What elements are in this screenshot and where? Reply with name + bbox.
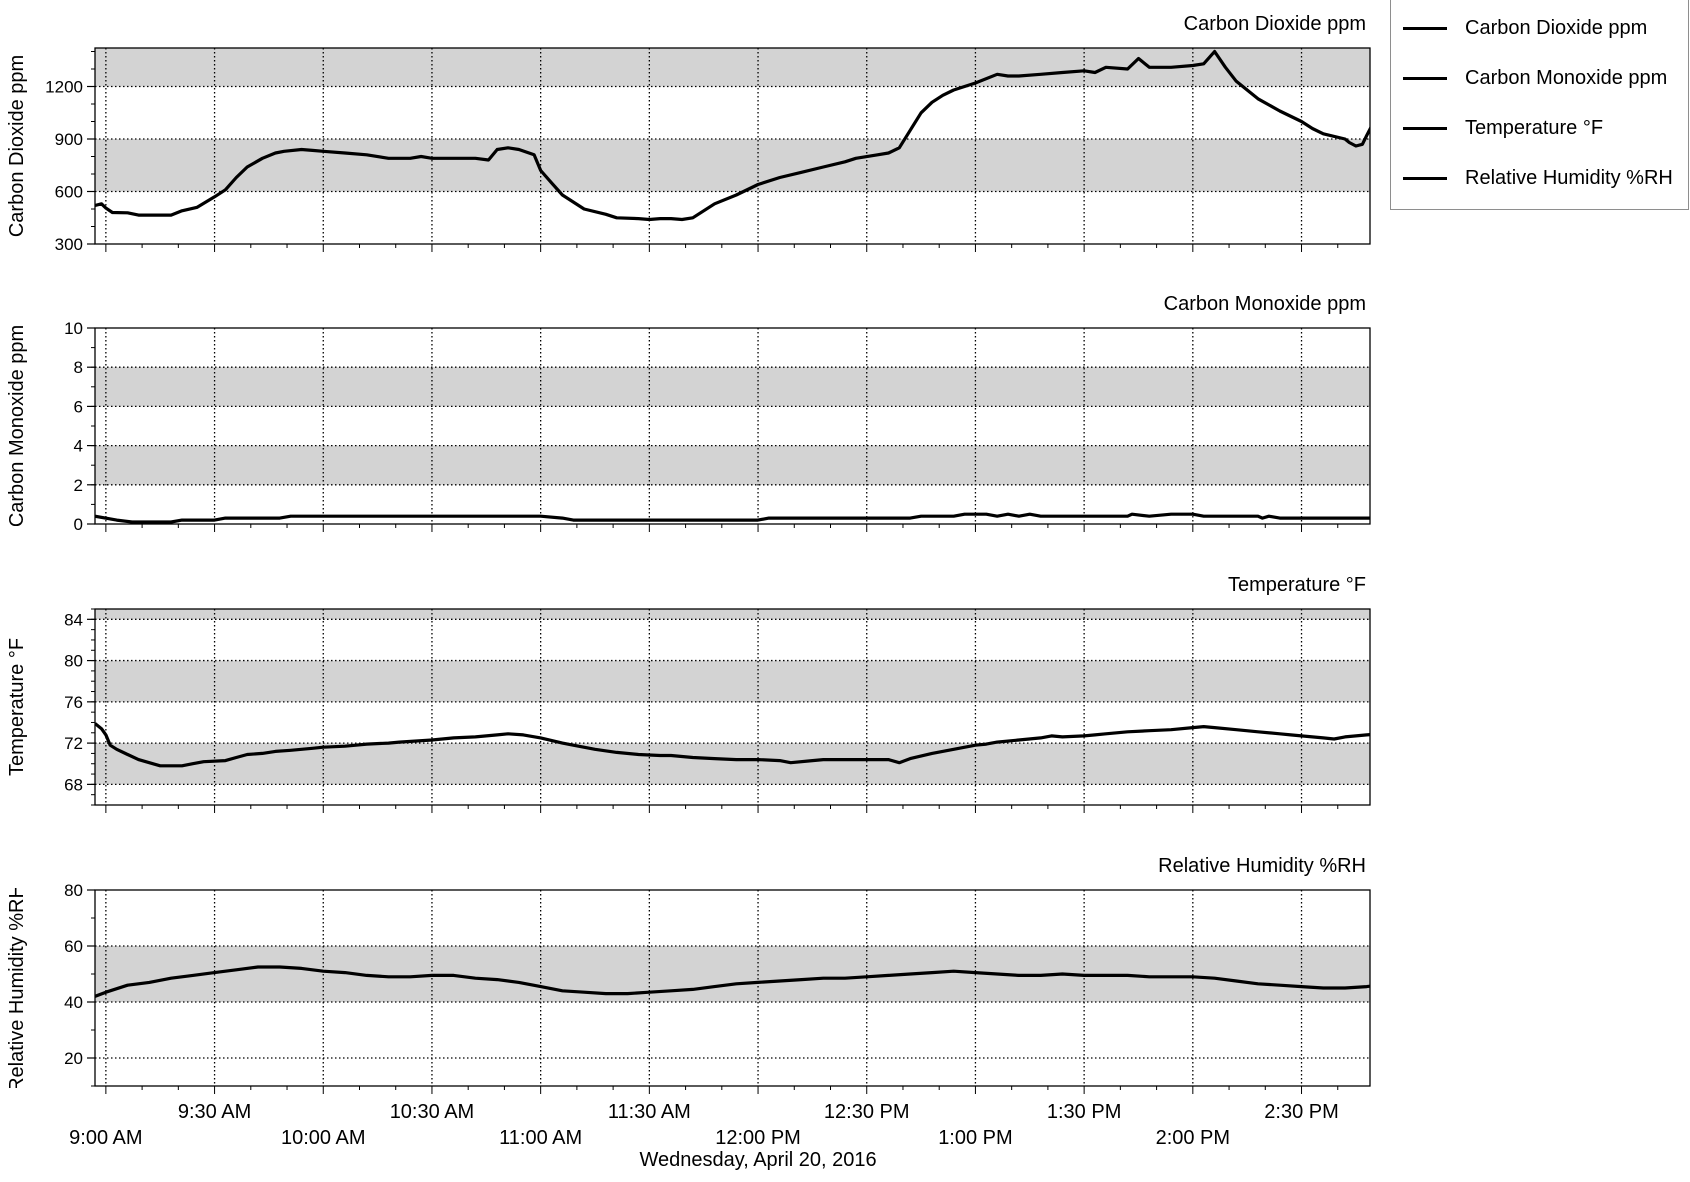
y-tick-label-temp-4: 84 [64, 610, 83, 629]
band-co-1 [95, 367, 1370, 407]
y-tick-label-co-2: 4 [74, 437, 83, 456]
y-axis-label-group-rh: Relative Humidity %RH [6, 884, 28, 1092]
y-tick-label-rh-0: 20 [64, 1049, 83, 1068]
panel-title-co2: Carbon Dioxide ppm [1184, 13, 1366, 35]
x-tick-label-bottom-3: 12:00 PM [715, 1127, 801, 1149]
y-tick-label-co-3: 6 [74, 397, 83, 416]
y-axis-label-temp: Temperature °F [6, 638, 28, 776]
x-axis-date-label: Wednesday, April 20, 2016 [639, 1149, 876, 1171]
panel-title-co: Carbon Monoxide ppm [1164, 293, 1366, 315]
y-tick-label-rh-2: 60 [64, 937, 83, 956]
legend-label-co: Carbon Monoxide ppm [1465, 66, 1668, 89]
y-tick-label-temp-3: 80 [64, 652, 83, 671]
legend: Carbon Dioxide ppm Carbon Monoxide ppm T… [1390, 0, 1689, 210]
band-co-0 [95, 445, 1370, 485]
legend-swatch-temp [1403, 126, 1447, 130]
panel-temp: 68 72 76 80 84 Temperature °F Temperature °F [6, 574, 1371, 813]
series-line-co [95, 512, 1370, 524]
y-axis-label-group-co2: Carbon Dioxide ppm [6, 55, 28, 237]
x-tick-label-bottom-5: 2:00 PM [1156, 1127, 1230, 1149]
y-axis-label-co: Carbon Monoxide ppm [6, 325, 28, 527]
legend-label-rh: Relative Humidity %RH [1465, 166, 1673, 189]
legend-item-temp: Temperature °F [1403, 113, 1603, 143]
legend-swatch-co [1403, 76, 1447, 80]
y-axis-label-group-co: Carbon Monoxide ppm [6, 325, 28, 527]
y-axis-label-rh: Relative Humidity %RH [6, 884, 28, 1092]
x-tick-label-top-3: 12:30 PM [824, 1101, 910, 1123]
panel-title-temp: Temperature °F [1228, 574, 1366, 596]
x-tick-label-top-0: 9:30 AM [178, 1101, 251, 1123]
x-tick-label-top-2: 11:30 AM [608, 1101, 691, 1123]
x-tick-label-top-4: 1:30 PM [1047, 1101, 1121, 1123]
legend-swatch-co2 [1403, 26, 1447, 30]
y-tick-label-co-5: 10 [64, 319, 83, 338]
y-tick-label-rh-3: 80 [64, 881, 83, 900]
x-tick-label-bottom-2: 11:00 AM [499, 1127, 582, 1149]
panel-title-rh: Relative Humidity %RH [1158, 855, 1366, 877]
y-tick-label-co2-3: 1200 [45, 78, 83, 97]
y-tick-label-co2-1: 600 [55, 183, 83, 202]
y-tick-label-co-0: 0 [74, 515, 83, 534]
y-axis-label-co2: Carbon Dioxide ppm [6, 55, 28, 237]
band-co2-0 [95, 139, 1370, 192]
band-temp-1 [95, 660, 1370, 702]
x-tick-label-bottom-1: 10:00 AM [281, 1127, 366, 1149]
band-rh-0 [95, 946, 1370, 1002]
panel-rh: 20 40 60 80 Relative Humidity %RH Relative Hu… [6, 855, 1371, 1094]
series-line-temp [95, 722, 1370, 768]
y-tick-label-temp-0: 68 [64, 775, 83, 794]
band-temp-2 [95, 609, 1370, 620]
y-tick-label-co2-2: 900 [55, 130, 83, 149]
series-line-co2 [95, 49, 1370, 222]
legend-item-rh: Relative Humidity %RH [1403, 163, 1673, 193]
plot-frame-temp [94, 608, 1371, 806]
y-tick-label-temp-1: 72 [64, 734, 83, 753]
panel-co2: 300 600 900 1200 Carbon Dioxide ppm Carbon Di… [6, 13, 1371, 254]
legend-swatch-rh [1403, 176, 1447, 180]
series-line-rh [95, 965, 1370, 998]
panel-co: 0 2 4 6 8 10 Carbon Monoxide ppm Carbon Monoxid… [6, 293, 1371, 534]
y-axis-label-group-temp: Temperature °F [6, 638, 28, 776]
plot-frame-rh [94, 889, 1371, 1087]
plot-frame-co [94, 327, 1371, 525]
y-tick-label-co-1: 2 [74, 476, 83, 495]
legend-label-temp: Temperature °F [1465, 116, 1604, 139]
x-tick-label-bottom-0: 9:00 AM [69, 1127, 142, 1149]
y-tick-label-co2-0: 300 [55, 235, 83, 254]
x-tick-label-top-5: 2:30 PM [1264, 1101, 1338, 1123]
y-tick-label-temp-2: 76 [64, 693, 83, 712]
legend-item-co2: Carbon Dioxide ppm [1403, 13, 1647, 43]
y-tick-label-co-4: 8 [74, 358, 83, 377]
legend-label-co2: Carbon Dioxide ppm [1465, 16, 1648, 39]
legend-item-co: Carbon Monoxide ppm [1403, 63, 1667, 93]
x-tick-label-bottom-4: 1:00 PM [938, 1127, 1012, 1149]
plot-frame-co2 [94, 47, 1371, 245]
x-tick-label-top-1: 10:30 AM [390, 1101, 475, 1123]
y-tick-label-rh-1: 40 [64, 993, 83, 1012]
